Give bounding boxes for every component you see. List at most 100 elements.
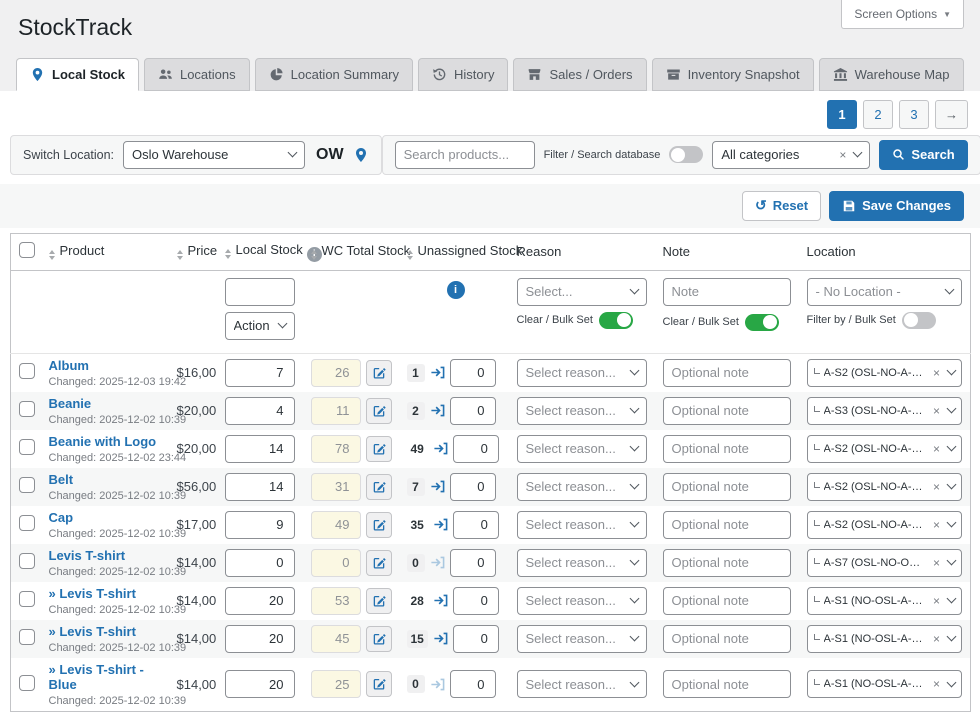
clear-location-icon[interactable]: × — [932, 517, 940, 532]
local-stock-input[interactable] — [224, 510, 295, 539]
reason-select[interactable]: Select reason... — [516, 510, 647, 539]
edit-wc-stock-button[interactable] — [365, 435, 392, 462]
product-link[interactable]: Beanie with Logo — [48, 433, 157, 449]
edit-wc-stock-button[interactable] — [365, 549, 392, 576]
reason-select[interactable]: Select reason... — [516, 434, 647, 463]
assign-qty-input[interactable] — [449, 396, 496, 425]
location-select[interactable]: A-S3 (OSL-NO-A-S3) × — [806, 396, 962, 425]
local-stock-input[interactable] — [224, 358, 295, 387]
clear-location-icon[interactable]: × — [932, 593, 940, 608]
product-link[interactable]: » Levis T-shirt — [48, 623, 136, 639]
assign-stock-icon[interactable] — [433, 593, 448, 608]
product-link[interactable]: Beanie — [48, 395, 92, 411]
reason-select[interactable]: Select reason... — [516, 624, 647, 653]
clear-category-icon[interactable]: × — [839, 147, 847, 162]
page-button-1[interactable]: 1 — [827, 99, 857, 129]
product-link[interactable]: Cap — [48, 509, 74, 525]
location-select[interactable]: A-S2 (OSL-NO-A-S2) × — [806, 358, 962, 387]
location-select[interactable]: A-S1 (NO-OSL-A-S1) × — [806, 670, 962, 699]
edit-wc-stock-button[interactable] — [365, 359, 392, 386]
bulk-reason-select[interactable]: Select... — [516, 277, 647, 306]
search-input[interactable] — [394, 140, 535, 169]
assign-stock-icon[interactable] — [433, 517, 448, 532]
local-stock-input[interactable] — [224, 548, 295, 577]
location-switcher-select[interactable]: Oslo Warehouse — [123, 140, 306, 169]
assign-qty-input[interactable] — [449, 472, 496, 501]
clear-location-icon[interactable]: × — [932, 365, 940, 380]
edit-wc-stock-button[interactable] — [365, 473, 392, 500]
tab-locations[interactable]: Locations — [143, 57, 250, 91]
reason-select[interactable]: Select reason... — [516, 396, 647, 425]
note-input[interactable] — [662, 396, 791, 425]
assign-qty-input[interactable] — [452, 624, 499, 653]
local-stock-input[interactable] — [224, 396, 295, 425]
product-link[interactable]: Album — [48, 357, 89, 373]
row-checkbox[interactable] — [19, 439, 35, 456]
tab-sales-orders[interactable]: Sales / Orders — [513, 57, 647, 91]
note-input[interactable] — [662, 670, 791, 699]
product-link[interactable]: » Levis T-shirt — [48, 585, 136, 601]
location-select[interactable]: A-S1 (NO-OSL-A-S1) × — [806, 586, 962, 615]
bulk-note-toggle[interactable] — [744, 313, 779, 331]
bulk-reason-toggle[interactable] — [598, 311, 633, 329]
assign-stock-icon[interactable] — [430, 365, 445, 380]
edit-wc-stock-button[interactable] — [365, 511, 392, 538]
edit-wc-stock-button[interactable] — [365, 671, 392, 698]
category-select[interactable]: All categories × — [712, 140, 871, 169]
assign-qty-input[interactable] — [449, 548, 496, 577]
save-changes-button[interactable]: Save Changes — [829, 190, 964, 221]
local-stock-input[interactable] — [224, 670, 295, 699]
page-button-3[interactable]: 3 — [899, 99, 929, 129]
assign-qty-input[interactable] — [449, 670, 496, 699]
row-checkbox[interactable] — [19, 591, 35, 608]
row-checkbox[interactable] — [19, 363, 35, 380]
clear-location-icon[interactable]: × — [932, 479, 940, 494]
local-stock-input[interactable] — [224, 434, 295, 463]
row-checkbox[interactable] — [19, 629, 35, 646]
tab-warehouse-map[interactable]: Warehouse Map — [818, 57, 964, 91]
location-select[interactable]: A-S1 (NO-OSL-A-S1) × — [806, 624, 962, 653]
tab-local-stock[interactable]: Local Stock — [16, 57, 139, 91]
local-stock-input[interactable] — [224, 472, 295, 501]
local-stock-input[interactable] — [224, 624, 295, 653]
assign-stock-icon[interactable] — [433, 631, 448, 646]
bulk-location-toggle[interactable] — [901, 311, 936, 329]
assign-stock-icon[interactable] — [430, 479, 445, 494]
note-input[interactable] — [662, 624, 791, 653]
row-checkbox[interactable] — [19, 477, 35, 494]
clear-location-icon[interactable]: × — [932, 403, 940, 418]
product-link[interactable]: Levis T-shirt — [48, 547, 126, 563]
page-button-2[interactable]: 2 — [863, 99, 893, 129]
assign-qty-input[interactable] — [449, 358, 496, 387]
assign-qty-input[interactable] — [452, 586, 499, 615]
location-select[interactable]: A-S2 (OSL-NO-A-S2) × — [806, 472, 962, 501]
tab-inventory-snapshot[interactable]: Inventory Snapshot — [651, 57, 814, 91]
assign-stock-icon[interactable] — [430, 403, 445, 418]
note-input[interactable] — [662, 434, 791, 463]
product-link[interactable]: » Levis T-shirt - Blue — [48, 661, 144, 692]
local-stock-filter-input[interactable] — [224, 277, 295, 306]
note-input[interactable] — [662, 586, 791, 615]
reason-select[interactable]: Select reason... — [516, 586, 647, 615]
bulk-note-input[interactable] — [662, 277, 791, 306]
clear-location-icon[interactable]: × — [932, 555, 940, 570]
tab-location-summary[interactable]: Location Summary — [254, 57, 414, 91]
reason-select[interactable]: Select reason... — [516, 358, 647, 387]
screen-options-button[interactable]: Screen Options ▼ — [841, 0, 964, 29]
edit-wc-stock-button[interactable] — [365, 587, 392, 614]
row-checkbox[interactable] — [19, 553, 35, 570]
assign-stock-icon[interactable] — [433, 441, 448, 456]
header-product[interactable]: Product — [40, 233, 169, 271]
select-all-checkbox[interactable] — [19, 242, 35, 259]
reset-button[interactable]: ↺ Reset — [741, 190, 822, 221]
db-search-toggle[interactable] — [669, 146, 704, 164]
location-select[interactable]: A-S2 (OSL-NO-A-S2) × — [806, 434, 962, 463]
edit-wc-stock-button[interactable] — [365, 397, 392, 424]
next-page-button[interactable]: → — [935, 99, 968, 129]
header-wc-total-stock[interactable]: WC Total Stock — [302, 233, 410, 271]
unassigned-info-icon[interactable]: i — [446, 280, 465, 299]
header-unassigned-stock[interactable]: Unassigned Stock — [398, 233, 522, 271]
clear-location-icon[interactable]: × — [932, 631, 940, 646]
header-price[interactable]: Price — [168, 233, 217, 271]
assign-qty-input[interactable] — [452, 434, 499, 463]
